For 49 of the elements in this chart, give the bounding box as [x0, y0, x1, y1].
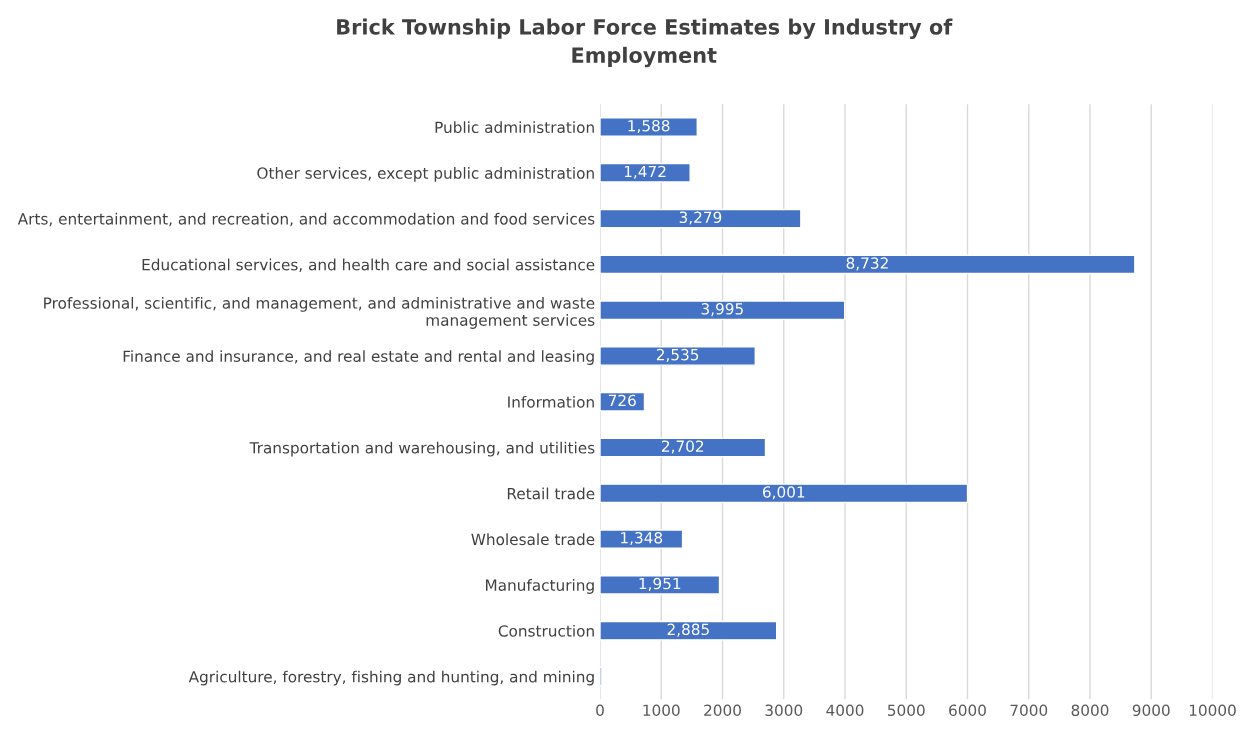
- data-label: 8,732: [846, 257, 888, 271]
- x-tick-label: 4000: [826, 704, 864, 717]
- data-label: 6,001: [762, 486, 805, 500]
- data-label: 1,951: [639, 577, 681, 591]
- bar: [600, 483, 969, 504]
- y-tick-label: Finance and insurance, and real estate and rental and leasing: [123, 350, 594, 365]
- bar: [600, 208, 802, 229]
- x-tick-label: 2000: [704, 704, 741, 717]
- bar: [600, 437, 767, 458]
- bar: [600, 620, 778, 641]
- x-tick-label: 1000: [643, 704, 680, 717]
- data-label: 2,885: [667, 623, 709, 637]
- bar: [600, 162, 691, 183]
- y-tick-label: Information: [508, 395, 594, 408]
- y-tick-label: Arts, entertainment, and recreation, and accommodation and food services: [17, 212, 595, 227]
- y-tick-label: Agriculture, forestry, fishing and hunting, and mining: [188, 670, 594, 686]
- bar: [600, 391, 646, 412]
- x-tick-label: 9000: [1132, 704, 1170, 717]
- bar: [600, 575, 721, 595]
- data-label: 2,535: [656, 348, 699, 362]
- y-tick-label: Other services, except public administration: [257, 167, 594, 182]
- chart-title: Brick Township Labor Force Estimates by Industry of Employment: [337, 18, 953, 68]
- bar: [600, 529, 684, 549]
- y-tick-label: Construction: [498, 624, 594, 637]
- y-tick-label: Public administration: [435, 121, 594, 134]
- x-tick-label: 3000: [765, 704, 803, 717]
- bar: [600, 117, 698, 137]
- x-tick-label: 0: [596, 704, 604, 717]
- y-tick-label: Transportation and warehousing, and utilities: [249, 441, 595, 457]
- y-tick-label: Manufacturing: [486, 579, 594, 594]
- data-label: 2,702: [662, 440, 704, 454]
- x-tick-label: 8000: [1071, 704, 1109, 717]
- data-label: 3,995: [701, 303, 743, 317]
- x-tick-label: 5000: [887, 704, 925, 717]
- y-tick-label: Professional, scientific, and management, and administrative and waste management services: [44, 296, 595, 329]
- x-tick-label: 10000: [1189, 704, 1236, 717]
- x-tick-label: 7000: [1010, 704, 1048, 717]
- bar: [600, 300, 846, 321]
- bar: [600, 346, 756, 366]
- data-label: 1,472: [624, 165, 666, 179]
- data-label: 1,348: [621, 531, 663, 546]
- data-label: 3,279: [679, 211, 722, 225]
- y-tick-label: Educational services, and health care and social assistance: [142, 258, 595, 272]
- y-tick-label: Retail trade: [507, 487, 595, 500]
- x-tick-label: 6000: [949, 704, 986, 717]
- data-label: 726: [608, 394, 636, 407]
- data-label: 1,588: [628, 119, 670, 134]
- bar: [600, 254, 1136, 275]
- y-tick-label: Wholesale trade: [471, 533, 595, 546]
